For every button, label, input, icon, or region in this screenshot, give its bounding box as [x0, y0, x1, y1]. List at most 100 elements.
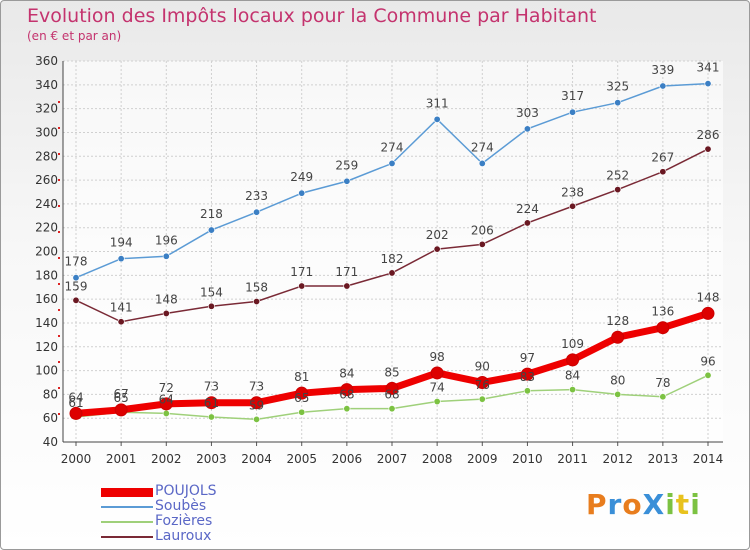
y-tick-label: 220	[35, 221, 58, 235]
x-tick-label: 2011	[557, 452, 588, 466]
x-tick-label: 2003	[196, 452, 227, 466]
data-point	[569, 386, 577, 394]
data-point	[114, 403, 128, 417]
data-point	[343, 282, 351, 290]
data-label: 252	[606, 169, 629, 183]
y-tick-label: 320	[35, 102, 58, 116]
data-label: 182	[381, 252, 404, 266]
x-tick-label: 2008	[422, 452, 453, 466]
data-point	[478, 395, 486, 403]
data-label: 339	[651, 63, 674, 77]
data-label: 311	[426, 96, 449, 110]
data-point	[569, 108, 577, 116]
logo-letter: P	[586, 488, 608, 521]
y-tick-label: 360	[35, 54, 58, 68]
data-label: 249	[290, 170, 313, 184]
legend-label: Soubès	[155, 498, 207, 514]
x-tick-label: 2001	[106, 452, 137, 466]
data-label: 90	[475, 359, 490, 373]
y-tick-label: 160	[35, 292, 58, 306]
data-label: 109	[561, 337, 584, 351]
data-point	[253, 298, 261, 306]
data-label: 196	[155, 233, 178, 247]
data-point	[343, 405, 351, 413]
data-label: 274	[471, 140, 494, 154]
x-tick-label: 2005	[286, 452, 317, 466]
data-point	[388, 269, 396, 277]
x-tick-label: 2014	[693, 452, 724, 466]
data-point	[478, 159, 486, 167]
x-tick-label: 2009	[467, 452, 498, 466]
data-label: 171	[335, 265, 358, 279]
data-point	[207, 226, 215, 234]
data-label: 74	[430, 381, 445, 395]
data-point	[433, 398, 441, 406]
y-tick-label: 280	[35, 149, 58, 163]
data-label: 80	[610, 373, 625, 387]
x-tick-label: 2007	[377, 452, 408, 466]
data-point	[523, 125, 531, 133]
y-tick-label: 120	[35, 340, 58, 354]
data-label: 59	[249, 398, 264, 412]
data-label: 73	[204, 380, 219, 394]
data-label: 65	[114, 391, 129, 405]
data-point	[69, 406, 83, 420]
data-point	[162, 252, 170, 260]
x-tick-label: 2013	[648, 452, 679, 466]
data-point	[250, 396, 264, 410]
data-point	[253, 208, 261, 216]
y-tick-label: 200	[35, 245, 58, 259]
data-label: 67	[114, 387, 129, 401]
logo-letter: r	[607, 488, 623, 521]
data-point	[295, 386, 309, 400]
data-label: 76	[475, 378, 490, 392]
legend-swatch	[101, 536, 153, 538]
data-label: 158	[245, 281, 268, 295]
y-tick-label: 80	[43, 387, 58, 401]
logo-letter: i	[665, 488, 676, 521]
data-label: 159	[65, 279, 88, 293]
data-point	[433, 115, 441, 123]
y-tick-label: 240	[35, 197, 58, 211]
y-tick-label: 40	[43, 435, 58, 449]
data-label: 83	[520, 370, 535, 384]
data-point	[204, 396, 218, 410]
data-point	[207, 413, 215, 421]
data-point	[388, 159, 396, 167]
data-point	[159, 397, 173, 411]
data-point	[298, 282, 306, 290]
data-label: 206	[471, 223, 494, 237]
y-tick-label: 60	[43, 411, 58, 425]
data-label: 194	[110, 236, 133, 250]
data-label: 233	[245, 189, 268, 203]
data-point	[523, 387, 531, 395]
data-label: 96	[700, 354, 715, 368]
data-point	[343, 177, 351, 185]
data-label: 78	[655, 376, 670, 390]
data-label: 97	[520, 351, 535, 365]
data-point	[614, 390, 622, 398]
data-point	[520, 367, 534, 381]
data-point	[659, 82, 667, 90]
x-tick-label: 2010	[512, 452, 543, 466]
data-label: 286	[697, 128, 720, 142]
y-tick-label: 260	[35, 173, 58, 187]
data-label: 72	[159, 381, 174, 395]
data-point	[430, 366, 444, 380]
data-point	[207, 302, 215, 310]
data-label: 98	[430, 350, 445, 364]
data-label: 178	[65, 255, 88, 269]
data-label: 68	[384, 388, 399, 402]
proxiti-logo: ProXiti	[586, 488, 701, 521]
data-label: 238	[561, 185, 584, 199]
data-point	[162, 409, 170, 417]
data-point	[478, 240, 486, 248]
data-label: 64	[159, 392, 174, 406]
data-point	[117, 255, 125, 263]
legend-label: Fozières	[155, 513, 213, 529]
data-point	[388, 405, 396, 413]
y-tick-label: 180	[35, 268, 58, 282]
legend-swatch	[101, 506, 153, 508]
